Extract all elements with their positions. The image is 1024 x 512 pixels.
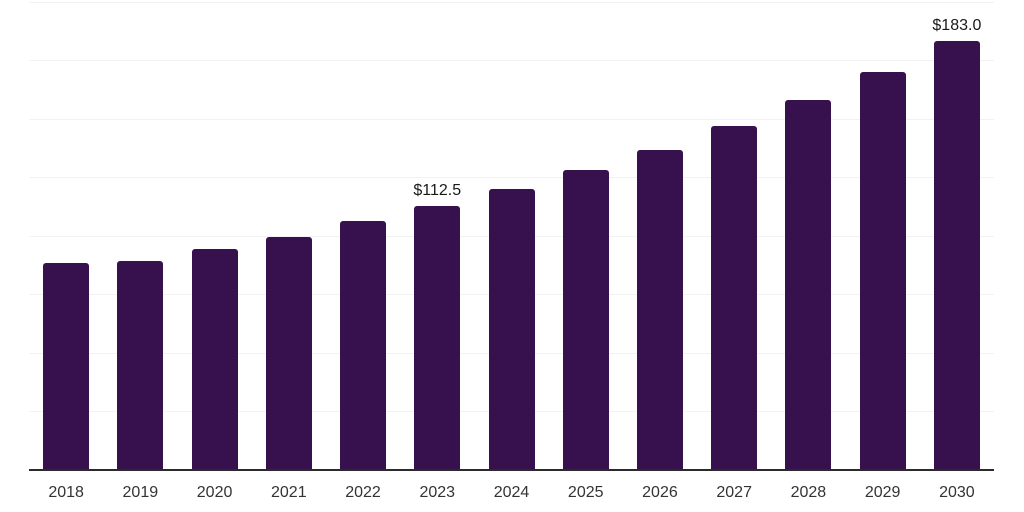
x-tick-2030: 2030	[939, 484, 975, 501]
gridline-200	[29, 1, 994, 3]
x-tick-2025: 2025	[567, 484, 604, 501]
x-tick-2029: 2029	[864, 484, 901, 501]
gridline-175	[29, 60, 994, 62]
bar-2028	[785, 100, 832, 470]
x-tick-2027: 2027	[716, 484, 752, 501]
gridline-150	[29, 118, 994, 120]
x-tick-2022: 2022	[345, 484, 381, 501]
bar-2029	[859, 72, 906, 470]
x-tick-2020: 2020	[196, 484, 233, 501]
bar-2019	[117, 260, 164, 470]
x-axis-line	[29, 469, 994, 471]
x-tick-2023: 2023	[419, 484, 456, 501]
bar-2024	[488, 188, 535, 470]
bar-2022	[340, 221, 387, 470]
bar-2021	[265, 236, 312, 470]
value-label-2030: $183.0	[932, 17, 982, 35]
bar-2027	[711, 125, 758, 470]
x-tick-2018: 2018	[48, 484, 84, 501]
x-tick-2019: 2019	[122, 484, 159, 501]
bar-2026	[636, 150, 683, 470]
bar-2018	[43, 263, 90, 470]
bar-2025	[562, 170, 609, 470]
bar-2023	[414, 206, 461, 470]
x-tick-2026: 2026	[642, 484, 678, 501]
bar-2030	[933, 41, 980, 470]
bar-2020	[191, 248, 238, 470]
x-tick-2021: 2021	[271, 484, 307, 501]
gridline-125	[29, 177, 994, 179]
x-tick-2024: 2024	[493, 484, 530, 501]
x-tick-2028: 2028	[790, 484, 827, 501]
value-label-2023: $112.5	[413, 182, 462, 200]
